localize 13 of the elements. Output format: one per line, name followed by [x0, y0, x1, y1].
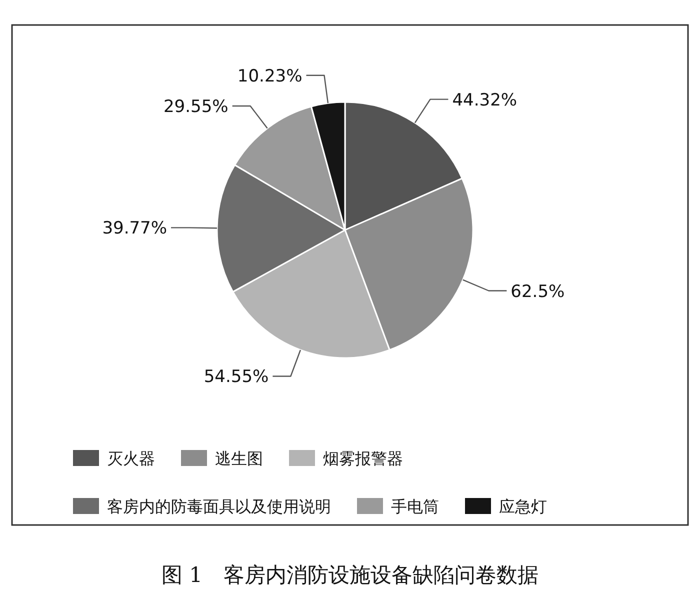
- caption: 图 1 客房内消防设施设备缺陷问卷数据: [161, 563, 539, 587]
- legend-label: 逃生图: [215, 449, 263, 468]
- data-label: 39.77%: [102, 218, 168, 239]
- data-label: 54.55%: [204, 367, 269, 388]
- data-label: 10.23%: [237, 66, 302, 86]
- data-label: 29.55%: [164, 97, 228, 118]
- legend-label: 手电筒: [391, 497, 439, 516]
- data-label: 44.32%: [452, 90, 518, 110]
- legend-label: 客房内的防毒面具以及使用说明: [107, 497, 331, 516]
- legend-label: 烟雾报警器: [323, 449, 403, 468]
- legend-label: 应急灯: [499, 497, 547, 516]
- data-label: 62.5%: [510, 282, 565, 302]
- legend-label: 灭火器: [107, 449, 155, 468]
